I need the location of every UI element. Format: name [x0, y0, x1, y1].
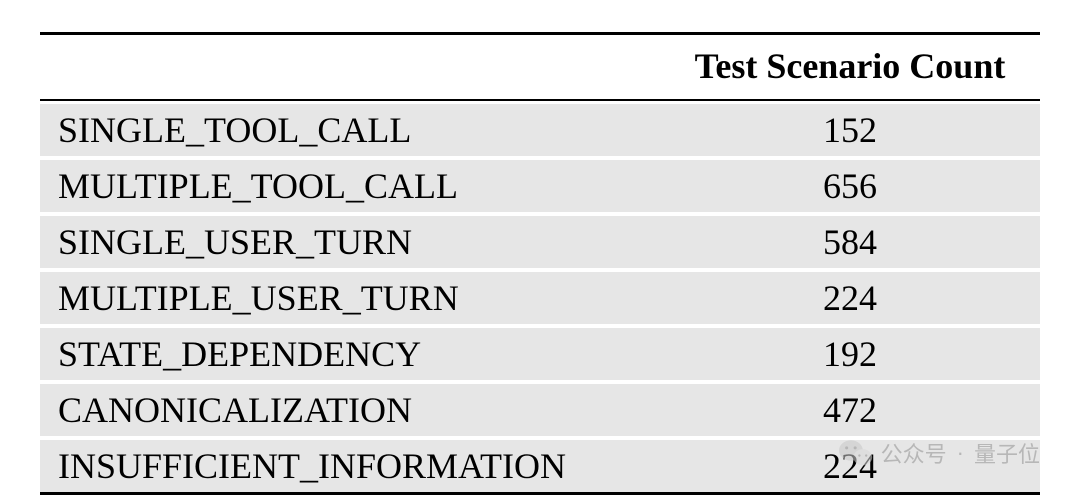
row-label: STATE_DEPENDENCY — [40, 328, 660, 380]
table-row: SINGLE_TOOL_CALL 152 — [40, 104, 1040, 156]
table-row: MULTIPLE_USER_TURN 224 — [40, 272, 1040, 324]
row-value: 224 — [660, 440, 1040, 494]
row-label: MULTIPLE_TOOL_CALL — [40, 160, 660, 212]
table-row: INSUFFICIENT_INFORMATION 224 — [40, 440, 1040, 494]
table-body: SINGLE_TOOL_CALL 152 MULTIPLE_TOOL_CALL … — [40, 100, 1040, 494]
row-value: 224 — [660, 272, 1040, 324]
header-count: Test Scenario Count — [660, 34, 1040, 101]
row-label: CANONICALIZATION — [40, 384, 660, 436]
row-value: 656 — [660, 160, 1040, 212]
table-row: CANONICALIZATION 472 — [40, 384, 1040, 436]
row-value: 152 — [660, 104, 1040, 156]
table-header-row: Test Scenario Count — [40, 34, 1040, 101]
table-row: STATE_DEPENDENCY 192 — [40, 328, 1040, 380]
row-label: MULTIPLE_USER_TURN — [40, 272, 660, 324]
row-value: 584 — [660, 216, 1040, 268]
row-label: SINGLE_USER_TURN — [40, 216, 660, 268]
table-row: MULTIPLE_TOOL_CALL 656 — [40, 160, 1040, 212]
table-row: SINGLE_USER_TURN 584 — [40, 216, 1040, 268]
row-value: 192 — [660, 328, 1040, 380]
row-label: SINGLE_TOOL_CALL — [40, 104, 660, 156]
header-empty — [40, 34, 660, 101]
row-label: INSUFFICIENT_INFORMATION — [40, 440, 660, 494]
scenario-count-table: Test Scenario Count SINGLE_TOOL_CALL 152… — [40, 32, 1040, 495]
row-value: 472 — [660, 384, 1040, 436]
